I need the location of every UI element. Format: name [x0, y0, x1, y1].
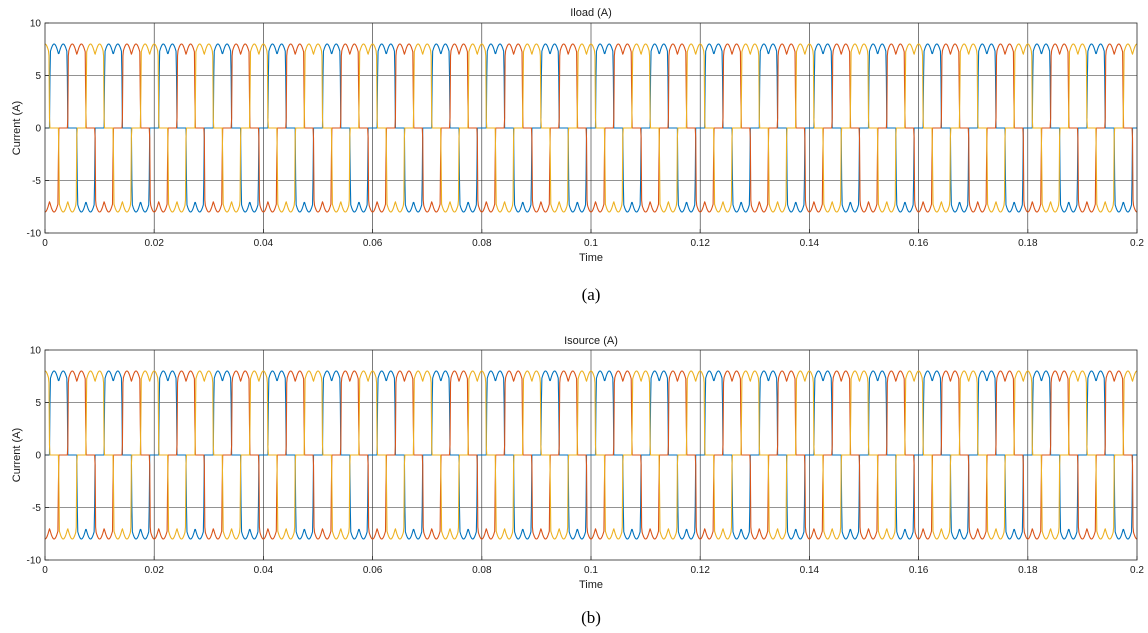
y-tick-label: 10: [30, 19, 42, 30]
series-line-phase-3: [44, 370, 1138, 540]
series-line-phase-2: [44, 43, 1138, 213]
x-tick-label: 0.08: [472, 565, 492, 576]
y-tick-label: 0: [35, 451, 41, 462]
series-line-phase-2: [44, 370, 1138, 540]
x-tick-label: 0.1: [584, 565, 598, 576]
x-tick-label: 0.2: [1130, 565, 1144, 576]
y-tick-label: 10: [30, 346, 42, 357]
x-tick-label: 0.12: [690, 238, 710, 249]
y-tick-label: -10: [27, 229, 42, 240]
x-tick-label: 0.02: [144, 238, 164, 249]
chart-panel-a: 0 0.02 0.04 0.06 0.08 0.1 0.12 0.14 0.16 0.18 0.2 -…: [11, 7, 1144, 304]
x-tick-label: 0.08: [472, 238, 492, 249]
chart-title: Isource (A): [564, 335, 618, 347]
chart-title: Iload (A): [570, 7, 612, 19]
x-tick-label: 0.04: [254, 565, 274, 576]
y-tick-label: -5: [32, 503, 41, 514]
x-tick-label: 0.16: [909, 565, 929, 576]
y-tick-label: -5: [32, 176, 41, 187]
y-tick-label: -10: [27, 556, 42, 567]
x-tick-label: 0: [42, 238, 48, 249]
panel-label: (a): [582, 285, 601, 304]
y-axis-label: Current (A): [11, 101, 23, 155]
x-tick-label: 0.2: [1130, 238, 1144, 249]
series-line-phase-3: [44, 43, 1138, 213]
x-tick-label: 0.12: [690, 565, 710, 576]
x-axis-label: Time: [579, 579, 603, 591]
x-tick-label: 0: [42, 565, 48, 576]
y-tick-label: 0: [35, 124, 41, 135]
y-axis-label: Current (A): [11, 428, 23, 482]
x-tick-label: 0.1: [584, 238, 598, 249]
y-tick-label: 5: [35, 71, 41, 82]
x-tick-label: 0.18: [1018, 565, 1038, 576]
x-tick-label: 0.06: [363, 565, 383, 576]
x-tick-label: 0.14: [800, 565, 820, 576]
series-line-phase-1: [44, 370, 1138, 540]
x-tick-label: 0.18: [1018, 238, 1038, 249]
x-tick-label: 0.14: [800, 238, 820, 249]
x-tick-label: 0.02: [144, 565, 164, 576]
chart-panel-b: 0 0.02 0.04 0.06 0.08 0.1 0.12 0.14 0.16 0.18 0.2 -…: [11, 335, 1144, 627]
panel-label: (b): [581, 608, 601, 627]
x-tick-label: 0.04: [254, 238, 274, 249]
x-tick-label: 0.06: [363, 238, 383, 249]
x-tick-label: 0.16: [909, 238, 929, 249]
x-axis-label: Time: [579, 252, 603, 264]
y-tick-label: 5: [35, 398, 41, 409]
series-line-phase-1: [44, 43, 1138, 213]
